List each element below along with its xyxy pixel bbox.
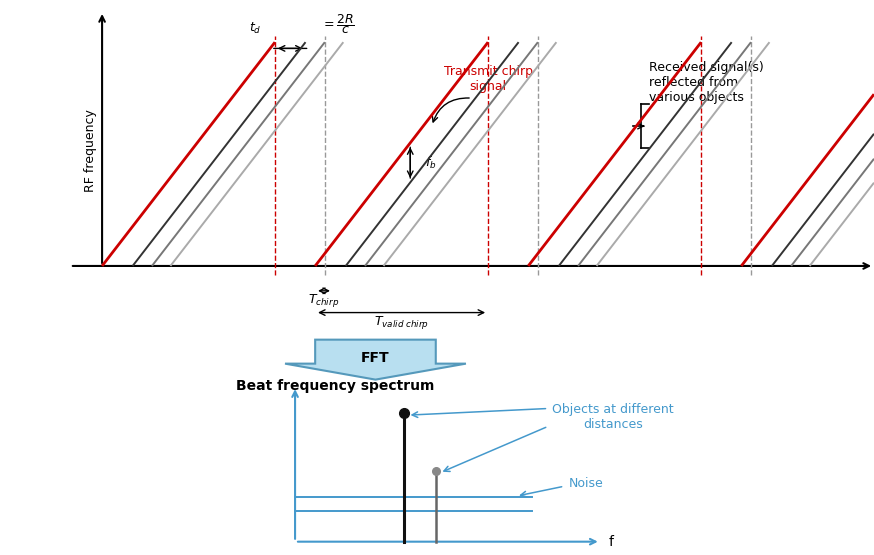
Polygon shape xyxy=(285,340,466,380)
Text: $t_d$: $t_d$ xyxy=(248,21,261,36)
Text: $f_b$: $f_b$ xyxy=(398,554,410,555)
Text: f: f xyxy=(608,534,614,549)
Text: Transmit chirp
signal: Transmit chirp signal xyxy=(443,65,532,93)
Text: Received signal(s)
reflected from
various objects: Received signal(s) reflected from variou… xyxy=(649,61,764,104)
Text: Objects at different
distances: Objects at different distances xyxy=(552,403,674,431)
Text: $=\dfrac{2R}{c}$: $=\dfrac{2R}{c}$ xyxy=(321,12,355,36)
Text: RF frequency: RF frequency xyxy=(84,109,96,193)
Text: Beat frequency spectrum: Beat frequency spectrum xyxy=(236,379,434,393)
Text: $T_{valid\ chirp}$: $T_{valid\ chirp}$ xyxy=(374,314,429,331)
Text: $f_b$: $f_b$ xyxy=(425,155,436,171)
Text: FFT: FFT xyxy=(361,351,390,365)
Text: $T_{chirp}$: $T_{chirp}$ xyxy=(309,292,340,309)
Text: Noise: Noise xyxy=(568,477,603,491)
